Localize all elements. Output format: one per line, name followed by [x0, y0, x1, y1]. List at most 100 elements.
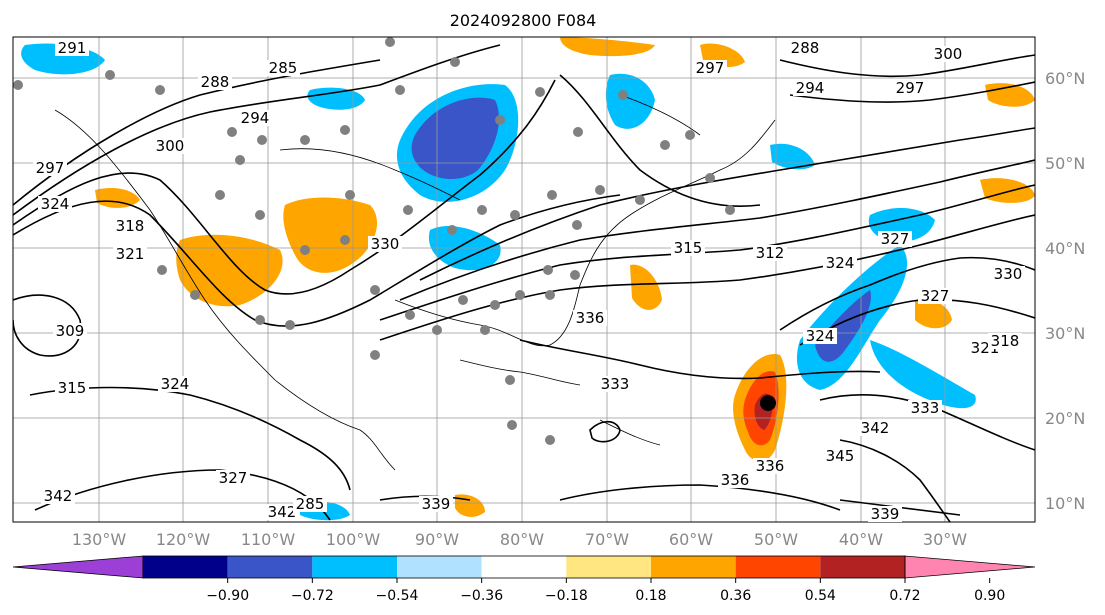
contour-label: 285	[296, 495, 325, 513]
contour-label-bg	[988, 333, 1022, 349]
colorbar-outline	[142, 555, 906, 579]
colorbar-segment	[651, 556, 736, 578]
contour-label-bg	[918, 288, 952, 304]
anomaly-central-atlantic	[870, 340, 976, 409]
coastlines	[54, 94, 776, 471]
contour-label-bg	[55, 40, 89, 56]
colorbar-extend-high	[904, 555, 1036, 579]
anomaly-east-atlantic-south	[915, 298, 952, 329]
longitude-label: 120°W	[156, 530, 211, 549]
latitude-label: 50°N	[1045, 154, 1085, 173]
anomaly-greenland	[605, 73, 655, 129]
colorbar-tick-label: 0.72	[889, 588, 920, 604]
contour-label-bg	[33, 160, 67, 176]
contour-label-bg	[198, 74, 232, 90]
colorbar-segment	[820, 556, 905, 578]
latitude-label: 30°N	[1045, 324, 1085, 343]
longitude-label: 30°W	[923, 530, 967, 549]
contour-label-bg	[788, 40, 822, 56]
contour-label-bg	[671, 240, 705, 256]
longitude-label: 110°W	[241, 530, 296, 549]
contour-label: 336	[576, 309, 605, 327]
contour-label-bg	[113, 218, 147, 234]
colorbar-tick-label: −0.72	[291, 588, 334, 604]
contour-label-bg	[803, 328, 837, 344]
contour-label-bg	[823, 255, 857, 271]
anomaly-gulf-stream	[630, 264, 662, 310]
contour-label: 288	[791, 39, 820, 57]
contour-label: 297	[696, 59, 725, 77]
longitude-label: 130°W	[72, 530, 127, 549]
colorbar-segment	[397, 556, 482, 578]
contour-label-bg	[158, 376, 192, 392]
colorbar-tick-label: 0.90	[974, 588, 1005, 604]
contour-label-bg	[113, 246, 147, 262]
colorbar-segment	[143, 556, 228, 578]
contour-label-bg	[823, 448, 857, 464]
anomaly-pacific-south	[455, 494, 485, 517]
contour-lines	[13, 44, 1035, 522]
contour-label: 324	[161, 375, 190, 393]
contour-label: 339	[422, 495, 451, 513]
contour-label: 291	[58, 39, 87, 57]
colorbar-tick-label: −0.36	[460, 588, 503, 604]
contour-label-bg	[868, 506, 902, 522]
contour-label: 294	[796, 79, 825, 97]
latitude-labels: 60°N 50°N 40°N 30°N 20°N 10°N	[1045, 69, 1085, 513]
contour-label-bg	[573, 310, 607, 326]
contour-label-bg	[991, 266, 1025, 282]
storm-center-marker	[760, 395, 776, 411]
contour-label-bg	[893, 80, 927, 96]
anomaly-hudson	[307, 87, 365, 110]
contour-label: 297	[896, 79, 925, 97]
colorbar-segment	[227, 556, 313, 578]
contour-label-bg	[55, 380, 89, 396]
contour-label-bg	[41, 488, 75, 504]
contour-label-bg	[153, 138, 187, 154]
contour-label: 324	[41, 195, 70, 213]
anomaly-atlantic-east	[980, 178, 1035, 203]
contour-label-bg	[216, 470, 250, 486]
contour-label-bg	[931, 46, 965, 62]
contour-label-bg	[598, 376, 632, 392]
colorbar-segment	[312, 556, 397, 578]
longitude-label: 40°W	[839, 530, 883, 549]
longitude-label: 60°W	[669, 530, 713, 549]
anomaly-west-coast	[95, 188, 140, 208]
colorbar-tick-label: 0.18	[635, 588, 666, 604]
longitude-label: 90°W	[415, 530, 459, 549]
contour-label: 288	[201, 73, 230, 91]
contour-label: 315	[58, 379, 87, 397]
contour-label: 318	[991, 332, 1020, 350]
contour-label: 330	[994, 265, 1023, 283]
contour-label: 333	[601, 375, 630, 393]
colorbar-tick-label: 0.54	[805, 588, 836, 604]
contour-label: 300	[934, 45, 963, 63]
map-panel: 291 288 285 294 300 297 324 318 321 309 315 324 327 3…	[12, 36, 1036, 523]
contour-label: 327	[219, 469, 248, 487]
longitude-label: 100°W	[326, 530, 381, 549]
contour-label: 285	[269, 59, 298, 77]
latitude-label: 40°N	[1045, 239, 1085, 258]
contour-label: 297	[36, 159, 65, 177]
longitude-label: 70°W	[585, 530, 629, 549]
trough-anomaly-core	[411, 97, 499, 180]
contour-label-bg	[293, 496, 327, 512]
colorbar-tick-label: −0.18	[545, 588, 588, 604]
contour-label: 324	[826, 254, 855, 272]
contour-label: 327	[881, 230, 910, 248]
contour-label-bg	[368, 236, 402, 252]
figure-title: 2024092800 F084	[450, 11, 597, 30]
contour-label-bg	[238, 110, 272, 126]
contour-label-bg	[419, 496, 453, 512]
contour-label: 318	[116, 217, 145, 235]
contour-label-bg	[858, 420, 892, 436]
contour-label: 294	[241, 109, 270, 127]
contour-label: 330	[371, 235, 400, 253]
contour-labels: 291 288 285 294 300 297 324 318 321 309 315 324 327 3…	[33, 39, 1025, 523]
latitude-label: 60°N	[1045, 69, 1085, 88]
contour-label-bg	[718, 472, 752, 488]
contour-label: 312	[756, 244, 785, 262]
colorbar-tick-label: −0.54	[376, 588, 419, 604]
contour-label-bg	[753, 458, 787, 474]
